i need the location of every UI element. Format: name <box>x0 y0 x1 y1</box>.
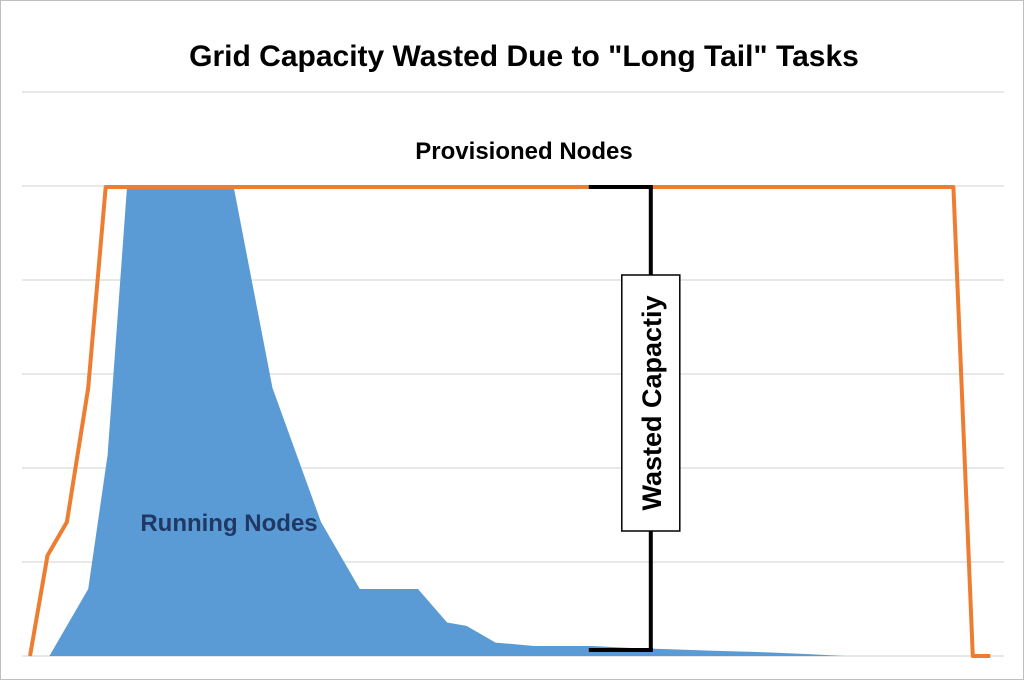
running-nodes-label: Running Nodes <box>140 510 317 537</box>
wasted-capacity-box <box>621 274 681 532</box>
provisioned-nodes-line <box>28 185 991 658</box>
wasted-capacity-bracket: Wasted Capactiy <box>588 185 681 652</box>
chart-title: Grid Capacity Wasted Due to "Long Tail" … <box>189 40 859 73</box>
running-nodes-area <box>49 187 971 656</box>
wasted-capacity-label: Wasted Capactiy <box>637 295 667 510</box>
provisioned-nodes-label: Provisioned Nodes <box>415 138 632 165</box>
